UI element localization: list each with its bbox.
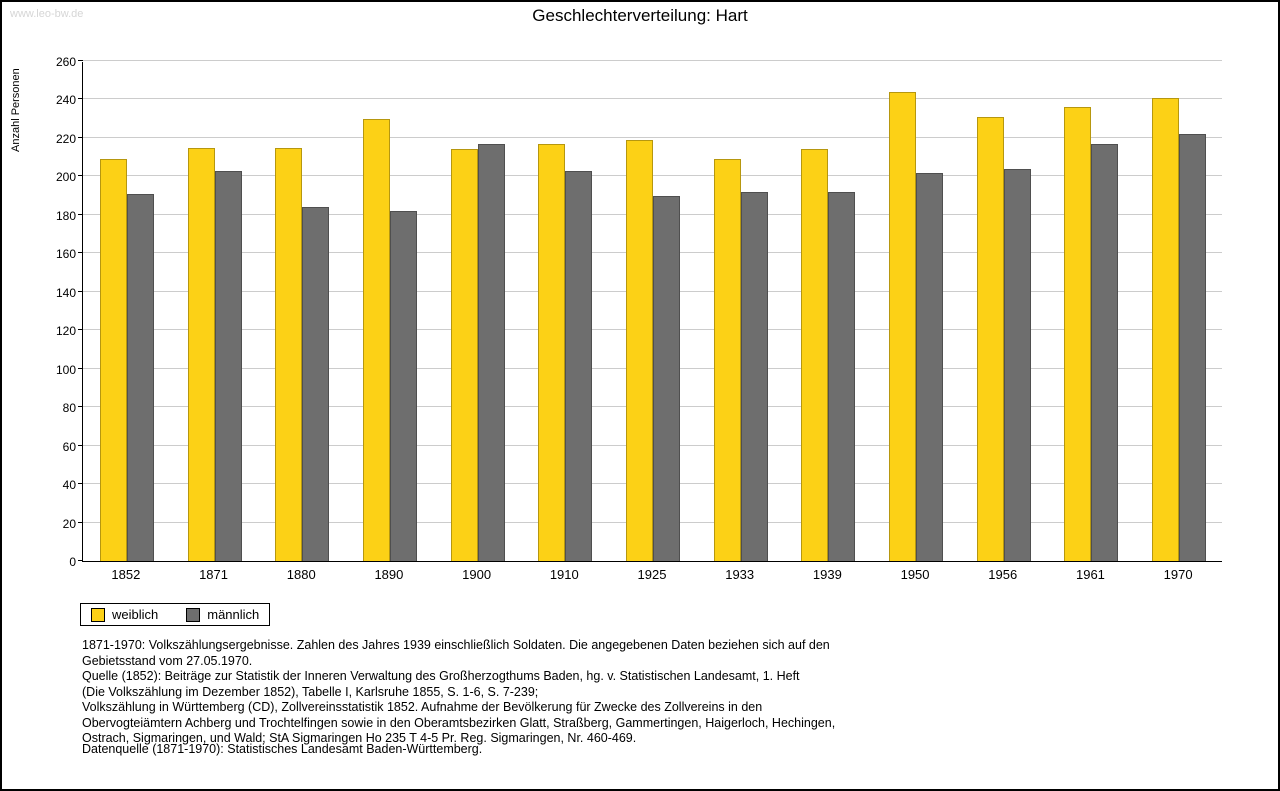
y-tick: [78, 252, 83, 254]
legend-label-weiblich: weiblich: [112, 607, 159, 622]
y-tick-label: 140: [55, 285, 76, 300]
x-axis: 1852 1871 1880 1890 1900 1910 1925 1933 1939 1950…: [82, 567, 1222, 587]
y-tick: [78, 329, 83, 331]
datasource-note: Datenquelle (1871-1970): Statistisches L…: [82, 742, 483, 756]
bar-weiblich-1900: [450, 149, 478, 561]
y-tick-label: 240: [55, 93, 76, 108]
bar-weiblich-1970: [1152, 97, 1180, 561]
bar-weiblich-1890: [362, 118, 390, 561]
legend-entry-männlich: männlich: [186, 607, 259, 622]
bar-weiblich-1961: [1064, 107, 1092, 561]
footnote-line: Ostrach, Sigmaringen, und Wald; StA Sigm…: [82, 731, 637, 745]
y-tick: [78, 521, 83, 523]
y-tick-label: 20: [62, 516, 76, 531]
bar-männlich-1871: [214, 170, 242, 561]
chart-title: Geschlechterverteilung: Hart: [532, 6, 748, 25]
y-tick: [78, 290, 83, 292]
legend: weiblich männlich: [80, 603, 271, 626]
bar-weiblich-1852: [99, 159, 127, 561]
y-tick-label: 120: [55, 324, 76, 339]
bar-männlich-1933: [740, 191, 768, 561]
bar-weiblich-1933: [713, 159, 741, 561]
y-tick: [78, 483, 83, 485]
x-tick-label: 1852: [111, 567, 141, 582]
y-tick: [78, 60, 83, 61]
y-tick-label: 220: [55, 131, 76, 146]
x-tick-label: 1939: [812, 567, 842, 582]
y-tick-label: 180: [55, 208, 76, 223]
y-tick-label: 0: [69, 555, 76, 569]
x-tick-label: 1961: [1075, 567, 1105, 582]
y-tick-label: 40: [62, 478, 76, 493]
x-tick-label: 1956: [988, 567, 1018, 582]
footnote-line: Gebietsstand vom 27.05.1970.: [82, 653, 253, 668]
x-tick-label: 1950: [900, 567, 930, 582]
bar-männlich-1910: [565, 170, 593, 561]
y-tick-label: 80: [62, 401, 76, 416]
bar-männlich-1890: [389, 211, 417, 561]
watermark: www.leo-bw.de: [10, 8, 84, 20]
legend-swatch-männlich: [186, 607, 201, 622]
bar-männlich-1939: [828, 191, 856, 561]
bar-männlich-1900: [477, 143, 505, 561]
legend-entry-weiblich: weiblich: [91, 607, 158, 622]
bar-weiblich-1956: [976, 116, 1004, 561]
gridline: [83, 60, 1222, 61]
y-tick-label: 260: [55, 55, 76, 69]
footnote-line: Quelle (1852): Beiträge zur Statistik de…: [82, 669, 800, 683]
y-tick: [78, 367, 83, 369]
y-tick: [78, 98, 83, 100]
bar-männlich-1961: [1091, 143, 1119, 561]
x-tick-label: 1900: [462, 567, 492, 582]
x-tick-label: 1910: [549, 567, 579, 582]
x-tick-label: 1933: [725, 567, 755, 582]
x-tick-label: 1880: [286, 567, 316, 582]
bar-männlich-1950: [916, 172, 944, 561]
bar-weiblich-1880: [275, 147, 303, 561]
bar-weiblich-1910: [538, 143, 566, 561]
y-tick: [78, 406, 83, 408]
gridline: [83, 98, 1222, 100]
y-tick-label: 200: [55, 170, 76, 185]
y-tick: [78, 175, 83, 177]
footnotes: 1871-1970: Volkszählungsergebnisse. Zahl…: [82, 638, 1222, 747]
x-tick-label: 1871: [199, 567, 228, 582]
y-tick-label: 60: [62, 439, 76, 454]
gridline: [83, 136, 1222, 138]
x-tick-label: 1925: [637, 567, 667, 582]
bar-männlich-1970: [1179, 134, 1207, 561]
y-tick: [78, 213, 83, 215]
y-tick: [78, 560, 83, 561]
footnote-line: 1871-1970: Volkszählungsergebnisse. Zahl…: [82, 638, 830, 652]
bar-männlich-1925: [653, 195, 680, 561]
y-tick: [78, 136, 83, 138]
bar-männlich-1852: [126, 193, 154, 561]
y-tick-label: 160: [55, 247, 76, 262]
footnote-line: (Die Volkszählung im Dezember 1852), Tab…: [82, 684, 539, 699]
x-tick-label: 1970: [1163, 567, 1193, 582]
y-axis: 0 20 40 60 80 100 120 140 160 180 200 220 240 260: [2, 55, 76, 569]
y-tick: [78, 444, 83, 446]
bar-weiblich-1939: [801, 149, 829, 561]
y-tick-label: 100: [55, 362, 76, 377]
legend-label-männlich: männlich: [207, 607, 260, 622]
footnote-line: Volkszählung in Württemberg (CD), Zollve…: [82, 700, 763, 714]
bar-männlich-1880: [302, 207, 330, 561]
bar-männlich-1956: [1003, 168, 1031, 561]
bar-weiblich-1950: [889, 91, 917, 561]
legend-swatch-weiblich: [91, 607, 105, 622]
bar-weiblich-1925: [626, 139, 653, 561]
bar-weiblich-1871: [187, 147, 215, 561]
plot-area: [78, 60, 1222, 562]
footnote-line: Obervogteiämtern Achberg und Trochtelfin…: [82, 715, 836, 730]
x-tick-label: 1890: [374, 567, 404, 582]
